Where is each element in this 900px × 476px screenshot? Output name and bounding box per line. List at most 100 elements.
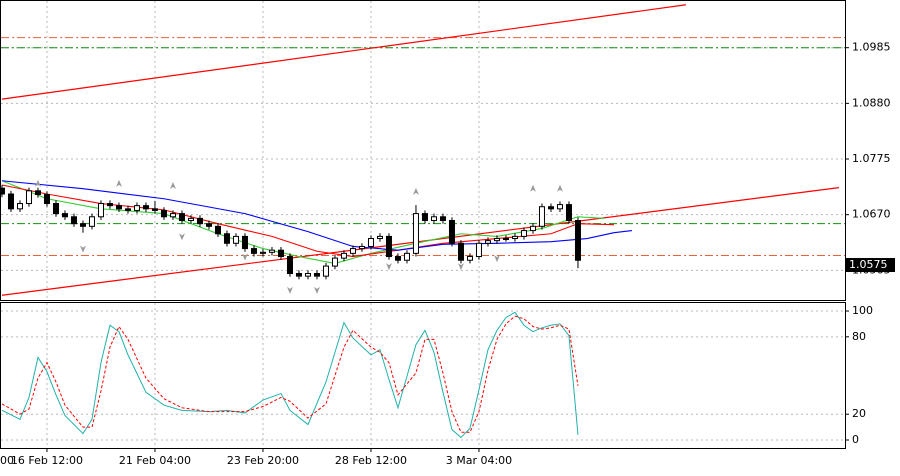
candle-body (556, 204, 563, 210)
candle-body (313, 272, 320, 277)
candle-body (124, 208, 131, 211)
candle-body (34, 190, 41, 196)
candle-body (70, 216, 77, 225)
candle-body (214, 225, 221, 235)
fractal-marker (385, 263, 392, 271)
moving-average (1, 180, 633, 251)
candle-body (529, 225, 536, 232)
candle-body (223, 233, 230, 244)
candle-body (574, 219, 581, 261)
candle-body (277, 249, 284, 258)
fractal-marker (34, 179, 41, 187)
candle-body (52, 203, 59, 215)
y-tick-label: 1.0670 (852, 208, 891, 221)
candle-body (259, 251, 266, 254)
candle-body (151, 208, 158, 211)
candle-body (169, 213, 176, 218)
fractal-marker (412, 187, 419, 195)
candle-body (538, 206, 545, 227)
candle-body (142, 205, 149, 210)
x-tick-label: 21 Feb 04:00 (119, 454, 191, 467)
y-tick-label: 1.0775 (852, 152, 891, 165)
candle-body (340, 252, 347, 259)
candle-body (268, 249, 275, 253)
last-price-box (845, 258, 895, 273)
oscillator-line (1, 311, 579, 439)
main-panel-frame (0, 0, 846, 301)
trend-line (1, 187, 840, 296)
candle-body (115, 205, 122, 210)
candle-body (187, 217, 194, 221)
candle-body (376, 235, 383, 240)
candle-body (286, 256, 293, 274)
x-tick-label: 28 Feb 12:00 (335, 454, 407, 467)
fractal-marker (241, 253, 248, 261)
y-tick-label: 20 (852, 407, 866, 420)
candle-body (178, 213, 185, 221)
candle-body (394, 256, 401, 261)
candle-body (421, 213, 428, 221)
last-price-label: 1.0575 (849, 258, 888, 271)
fractal-marker (313, 286, 320, 294)
candle-body (457, 242, 464, 261)
candle-body (358, 245, 365, 250)
fractal-marker (556, 184, 563, 192)
y-tick-label: 0 (852, 433, 859, 446)
candle-body (322, 265, 329, 277)
candle-body (241, 235, 248, 250)
candle-body (97, 203, 104, 218)
candle-body (79, 223, 86, 227)
candle-body (88, 216, 95, 227)
candle-body (565, 204, 572, 221)
candle-body (196, 217, 203, 225)
candle-body (43, 194, 50, 205)
fractal-marker (115, 179, 122, 187)
x-tick-label: 3 Mar 04:00 (446, 454, 512, 467)
fractal-marker (457, 263, 464, 271)
fractal-marker (493, 255, 500, 263)
candle-body (448, 219, 455, 244)
candle-body (475, 242, 482, 258)
candle-body (484, 240, 491, 244)
x-tick-label: 16 Feb 12:00 (11, 454, 83, 467)
candle-body (403, 252, 410, 261)
fractal-marker (169, 182, 176, 190)
candle-body (520, 230, 527, 237)
x-tick-label: 23 Feb 20:00 (227, 454, 299, 467)
trend-line (1, 4, 687, 100)
y-tick-label: 1.0880 (852, 96, 891, 109)
candle-body (304, 272, 311, 277)
candle-body (412, 213, 419, 254)
candle-body (232, 235, 239, 244)
x-tick-label: 00 (0, 454, 14, 467)
candle-body (0, 187, 5, 195)
candle-body (250, 248, 257, 254)
candle-body (133, 205, 140, 211)
candle-body (547, 206, 554, 210)
candle-body (385, 235, 392, 258)
candle-body (295, 272, 302, 277)
fractal-marker (529, 184, 536, 192)
candle-body (439, 216, 446, 221)
candle-body (7, 193, 14, 210)
candle-body (331, 257, 338, 267)
candle-body (511, 235, 518, 240)
candle-body (349, 248, 356, 254)
candle-body (502, 238, 509, 241)
fractal-marker (178, 233, 185, 241)
candle-body (205, 223, 212, 227)
y-tick-label: 100 (852, 304, 873, 317)
candle-body (106, 203, 113, 207)
candle-body (466, 256, 473, 261)
fractal-marker (286, 286, 293, 294)
y-tick-label: 80 (852, 330, 866, 343)
y-tick-label: 1.0985 (852, 41, 891, 54)
candle-body (61, 213, 68, 218)
candle-body (430, 216, 437, 221)
candle-body (367, 238, 374, 247)
candle-body (16, 203, 23, 210)
candle-body (160, 209, 167, 218)
fractal-marker (79, 245, 86, 253)
candle-body (493, 238, 500, 242)
